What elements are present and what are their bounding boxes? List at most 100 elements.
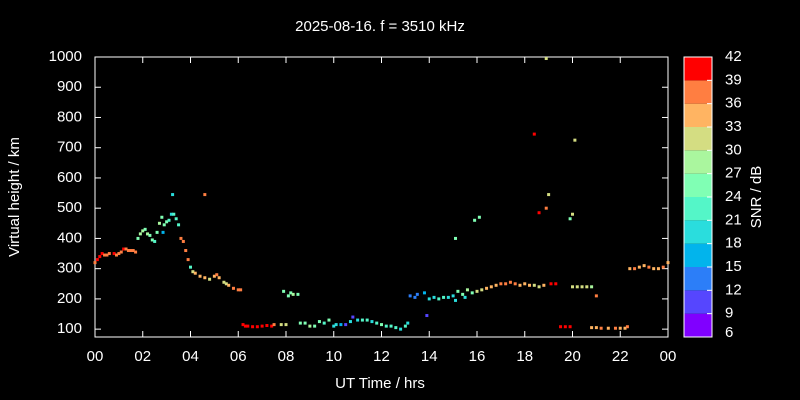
point [568, 325, 572, 329]
point [432, 295, 436, 299]
point [193, 271, 197, 275]
point [549, 282, 553, 286]
point [590, 326, 594, 330]
point [554, 282, 558, 286]
point [647, 265, 651, 269]
color-band [684, 313, 712, 337]
y-tick-label: 400 [57, 229, 82, 246]
point [475, 289, 479, 293]
point [656, 267, 660, 271]
color-band [684, 57, 712, 81]
point [446, 295, 450, 299]
colorbar-tick-label: 24 [725, 188, 742, 205]
y-axis-label: Virtual height / km [6, 137, 23, 257]
x-tick-label: 04 [182, 348, 199, 365]
point [246, 324, 250, 328]
colorbar-tick-label: 12 [725, 281, 742, 298]
point [499, 282, 503, 286]
y-tick-label: 800 [57, 108, 82, 125]
point [528, 283, 532, 287]
point [370, 320, 374, 324]
point [322, 321, 326, 325]
point [547, 193, 551, 197]
point [148, 233, 152, 237]
colorbar-tick-label: 9 [725, 305, 733, 322]
point [606, 326, 610, 330]
point [236, 288, 240, 292]
point [181, 239, 185, 243]
point [327, 318, 331, 322]
point [473, 218, 477, 222]
colorbar-label: SNR / dB [748, 166, 765, 229]
point [504, 282, 508, 286]
point [255, 325, 259, 329]
point [286, 294, 290, 298]
point [124, 247, 128, 251]
plot-frame [94, 56, 669, 338]
point [465, 288, 469, 292]
point [422, 291, 426, 295]
y-tick-label: 1000 [49, 48, 82, 65]
point [532, 132, 536, 136]
point [580, 285, 584, 289]
point [105, 253, 109, 257]
point [251, 325, 255, 329]
point [380, 323, 383, 327]
colorbar-tick-label: 39 [725, 71, 742, 88]
color-band [684, 197, 712, 221]
point [339, 323, 343, 327]
x-axis-label: UT Time / hrs [335, 375, 425, 392]
point [413, 295, 417, 299]
point [167, 218, 171, 222]
point [100, 252, 104, 256]
x-tick-label: 00 [660, 348, 677, 365]
point [623, 326, 627, 330]
point [313, 324, 317, 328]
point [270, 324, 274, 328]
point [573, 138, 577, 142]
point [150, 238, 154, 242]
point [348, 320, 352, 324]
point [661, 265, 665, 269]
colorbar-tick-label: 36 [725, 95, 742, 112]
x-tick-label: 06 [230, 348, 247, 365]
point [332, 324, 336, 328]
point [518, 283, 522, 287]
point [161, 230, 165, 234]
point [477, 215, 481, 219]
colorbar-tick-label: 6 [725, 324, 733, 341]
point [463, 295, 467, 299]
point [365, 318, 369, 322]
point [93, 261, 97, 265]
x-tick-label: 20 [564, 348, 581, 365]
point [289, 291, 293, 295]
point [138, 232, 142, 236]
point [217, 276, 221, 280]
point [177, 223, 181, 227]
point [544, 57, 548, 61]
point [165, 220, 169, 224]
point [356, 318, 360, 322]
point [212, 274, 216, 278]
point [351, 315, 355, 319]
point [360, 318, 364, 322]
point [129, 249, 133, 253]
point [224, 282, 228, 286]
point [317, 320, 321, 324]
point [107, 252, 111, 256]
point [153, 239, 157, 243]
point [485, 286, 489, 290]
point [298, 321, 302, 325]
point [146, 232, 150, 236]
point [198, 274, 202, 278]
point [344, 323, 348, 327]
point [172, 212, 176, 216]
point [454, 236, 458, 240]
point [415, 292, 419, 296]
point [451, 294, 455, 298]
point [559, 325, 563, 329]
point [568, 217, 572, 221]
colorbar-tick-label: 27 [725, 165, 742, 182]
point [291, 292, 295, 296]
point [103, 253, 107, 257]
